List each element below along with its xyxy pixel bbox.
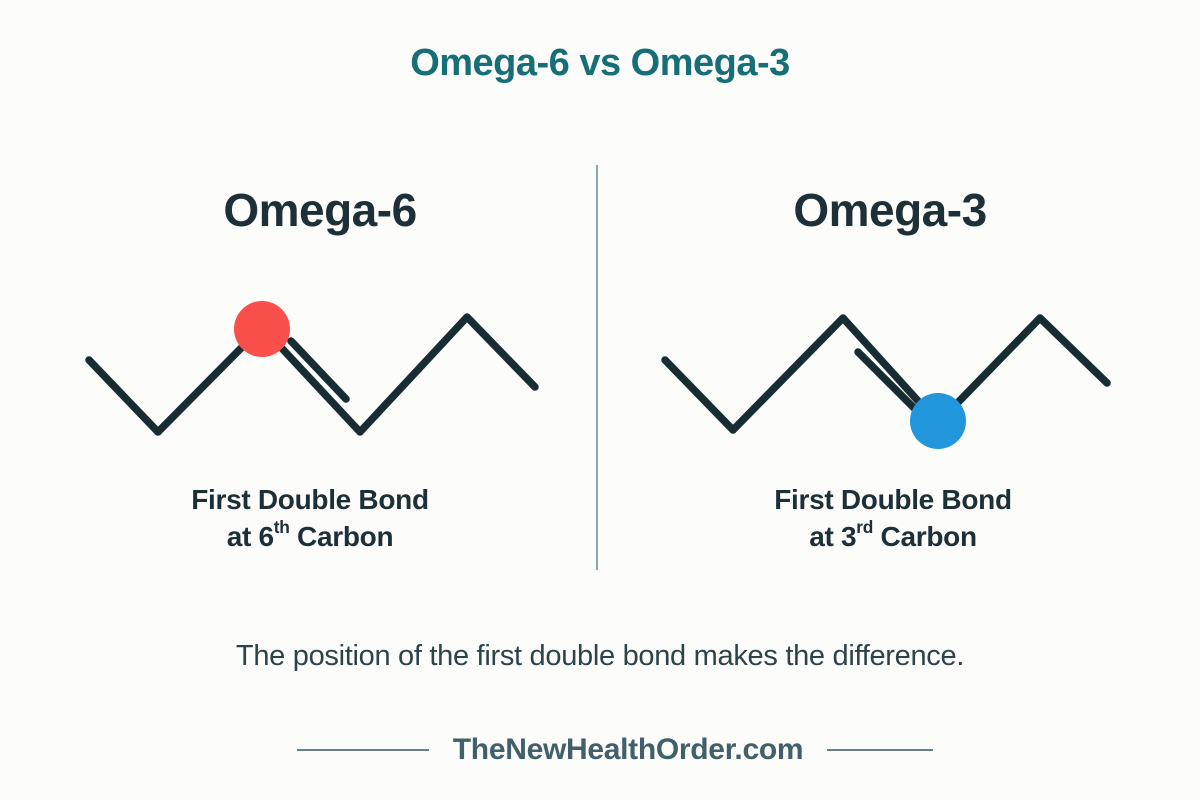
omega6-caption-ordinal: th [273,517,290,538]
omega6-caption-line2-rest: Carbon [289,521,394,552]
footer-left-rule [296,749,429,751]
footer-right-rule [827,749,934,751]
omega6-caption: First Double Bond at 6th Carbon [60,481,560,555]
omega3-caption: First Double Bond at 3rd Carbon [643,481,1143,555]
omega3-caption-ordinal: rd [856,517,874,538]
omega6-heading: Omega-6 [223,184,417,236]
omega6-first-double-bond-marker-dot [234,301,290,357]
omega3-caption-line1: First Double Bond [774,484,1012,515]
omega3-caption-line2-prefix: at 3 [809,521,857,552]
tagline-text: The position of the first double bond ma… [235,640,965,672]
omega3-carbon-chain-zigzag [661,314,1111,434]
omega6-carbon-chain-zigzag [85,313,539,436]
page-title: Omega-6 vs Omega-3 [410,42,790,84]
footer: TheNewHealthOrder.com [0,733,1200,767]
omega3-heading: Omega-3 [793,184,987,236]
omega3-double-bond-line [854,348,919,413]
omega3-molecule-diagram [661,314,1111,449]
omega6-caption-line2-prefix: at 6 [226,521,274,552]
omega6-molecule-diagram [85,301,539,436]
omega6-double-bond-line [287,337,350,403]
omega6-caption-line1: First Double Bond [191,484,429,515]
panel-divider-line [596,165,598,570]
omega3-caption-line2-rest: Carbon [873,521,978,552]
footer-site-name: TheNewHealthOrder.com [452,733,804,766]
omega3-first-double-bond-marker-dot [910,393,966,449]
